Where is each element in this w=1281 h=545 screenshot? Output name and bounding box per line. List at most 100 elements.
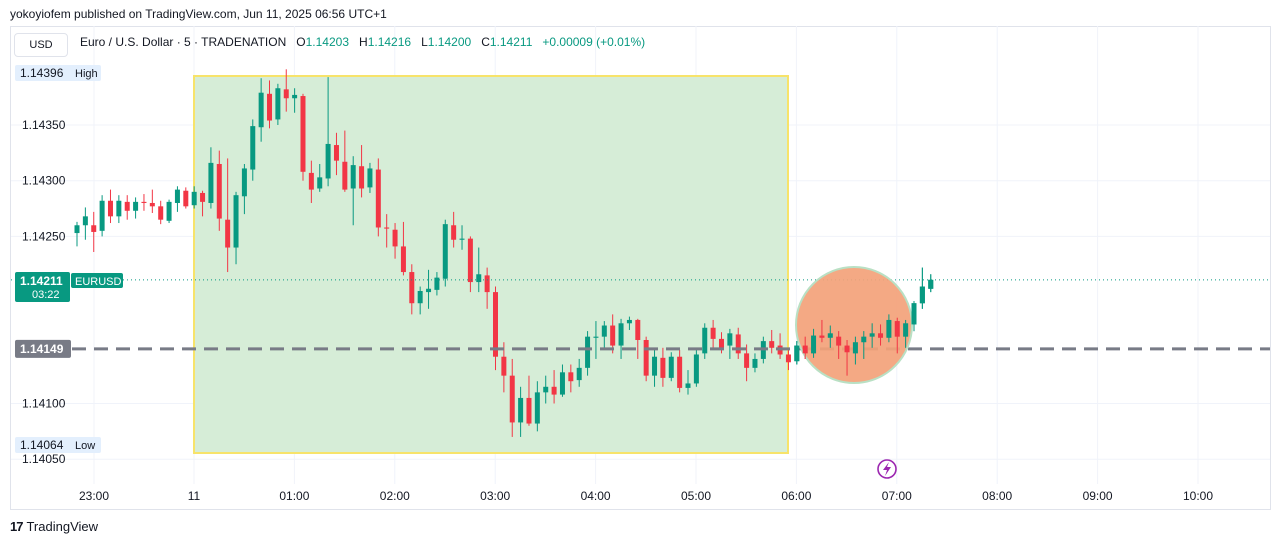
tradingview-brand[interactable]: 17 TradingView xyxy=(10,519,98,534)
candle-up[interactable] xyxy=(208,162,214,203)
candle-up[interactable] xyxy=(518,397,524,423)
candle-down[interactable] xyxy=(158,206,164,220)
candle-up[interactable] xyxy=(426,288,432,293)
candle-down[interactable] xyxy=(844,345,850,353)
candle-down[interactable] xyxy=(300,96,306,172)
candle-down[interactable] xyxy=(493,292,498,357)
candle-down[interactable] xyxy=(342,161,348,190)
candle-up[interactable] xyxy=(476,274,482,283)
candle-up[interactable] xyxy=(811,335,817,354)
candle-up[interactable] xyxy=(233,195,239,248)
candle-down[interactable] xyxy=(91,225,97,232)
candle-up[interactable] xyxy=(886,319,892,338)
candle-up[interactable] xyxy=(576,367,582,381)
candle-down[interactable] xyxy=(107,200,113,217)
candle-up[interactable] xyxy=(133,201,139,211)
candle-up[interactable] xyxy=(928,279,934,289)
candle-down[interactable] xyxy=(735,334,741,354)
candle-up[interactable] xyxy=(417,290,423,304)
candle-up[interactable] xyxy=(869,333,875,337)
candle-down[interactable] xyxy=(216,163,222,219)
candle-up[interactable] xyxy=(794,345,800,362)
candle-up[interactable] xyxy=(325,143,331,179)
candle-down[interactable] xyxy=(149,202,155,207)
candle-down[interactable] xyxy=(894,321,900,337)
candle-down[interactable] xyxy=(710,327,716,339)
candle-up[interactable] xyxy=(442,224,448,279)
candle-down[interactable] xyxy=(610,325,616,346)
candle-down[interactable] xyxy=(568,372,574,382)
candle-up[interactable] xyxy=(702,327,708,354)
candle-up[interactable] xyxy=(241,168,247,197)
candle-down[interactable] xyxy=(785,354,791,363)
highlight-circle[interactable] xyxy=(795,266,913,384)
candle-down[interactable] xyxy=(308,172,314,190)
candle-up[interactable] xyxy=(350,165,356,189)
candle-down[interactable] xyxy=(643,340,649,376)
candle-up[interactable] xyxy=(258,92,264,128)
candle-down[interactable] xyxy=(878,333,884,338)
highlight-rectangle[interactable] xyxy=(193,75,789,454)
candle-down[interactable] xyxy=(400,246,406,273)
candle-up[interactable] xyxy=(852,342,858,354)
candle-down[interactable] xyxy=(744,353,750,368)
candle-up[interactable] xyxy=(668,356,674,378)
candle-up[interactable] xyxy=(911,303,917,325)
candle-up[interactable] xyxy=(903,323,909,337)
candle-down[interactable] xyxy=(392,229,398,247)
candle-down[interactable] xyxy=(267,93,273,121)
candle-up[interactable] xyxy=(693,354,699,384)
candle-up[interactable] xyxy=(434,277,440,290)
candle-up[interactable] xyxy=(626,319,632,324)
candle-up[interactable] xyxy=(585,336,591,368)
candle-up[interactable] xyxy=(827,333,833,338)
candle-up[interactable] xyxy=(317,177,323,189)
candle-up[interactable] xyxy=(191,191,197,206)
flash-icon[interactable] xyxy=(877,459,897,479)
candle-up[interactable] xyxy=(559,372,565,395)
candle-down[interactable] xyxy=(501,356,507,376)
candle-down[interactable] xyxy=(509,375,515,423)
candle-up[interactable] xyxy=(292,94,298,99)
candle-down[interactable] xyxy=(451,225,457,240)
candle-up[interactable] xyxy=(367,168,373,188)
candle-down[interactable] xyxy=(660,357,666,378)
candle-down[interactable] xyxy=(551,386,557,395)
candle-up[interactable] xyxy=(919,286,925,304)
candle-down[interactable] xyxy=(384,227,390,229)
candle-up[interactable] xyxy=(82,216,88,226)
candle-up[interactable] xyxy=(250,126,256,170)
candle-down[interactable] xyxy=(375,169,381,228)
candle-down[interactable] xyxy=(769,341,775,348)
candle-up[interactable] xyxy=(543,386,549,393)
candle-up[interactable] xyxy=(166,201,172,221)
candle-up[interactable] xyxy=(861,336,867,343)
candle-up[interactable] xyxy=(685,383,691,388)
candle-up[interactable] xyxy=(275,88,281,120)
candle-down[interactable] xyxy=(124,201,130,211)
candle-up[interactable] xyxy=(99,200,105,231)
candle-up[interactable] xyxy=(618,323,624,346)
candle-down[interactable] xyxy=(467,238,473,283)
candle-down[interactable] xyxy=(526,397,532,424)
candle-down[interactable] xyxy=(225,219,231,248)
symbol-name[interactable]: Euro / U.S. Dollar · 5 · TRADENATION xyxy=(80,35,287,49)
candle-down[interactable] xyxy=(183,190,189,207)
candle-up[interactable] xyxy=(116,200,122,217)
candle-down[interactable] xyxy=(409,272,415,304)
candle-down[interactable] xyxy=(359,166,365,189)
candle-up[interactable] xyxy=(74,225,80,234)
candle-up[interactable] xyxy=(652,356,658,376)
candle-down[interactable] xyxy=(141,201,147,203)
candle-down[interactable] xyxy=(819,335,825,338)
candle-down[interactable] xyxy=(484,275,490,293)
candle-down[interactable] xyxy=(283,89,289,99)
candle-down[interactable] xyxy=(333,145,339,161)
candle-up[interactable] xyxy=(601,325,607,337)
currency-button[interactable]: USD xyxy=(14,33,68,57)
candle-up[interactable] xyxy=(459,238,465,240)
candle-up[interactable] xyxy=(593,336,599,338)
candle-down[interactable] xyxy=(635,319,641,341)
candle-up[interactable] xyxy=(752,358,758,368)
